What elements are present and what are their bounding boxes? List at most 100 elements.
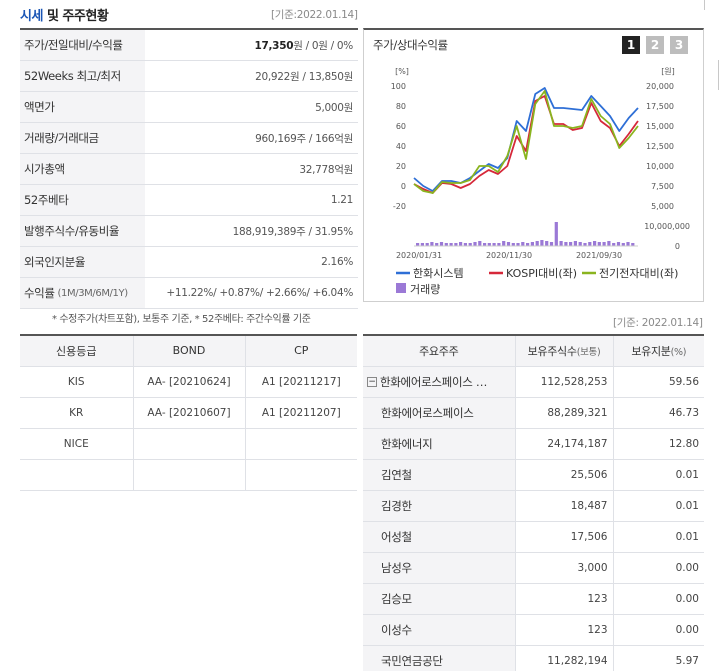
right-tick-label: 15,000 bbox=[646, 122, 674, 131]
holder-name-text: 김경한 bbox=[381, 498, 412, 513]
credit-cell: A1 [20211217] bbox=[244, 366, 357, 398]
chart-panel: [%] [원] 100 80 60 40 20 0 -20 20,000 17,500 15,000 1… bbox=[363, 28, 704, 302]
volume-bar bbox=[530, 242, 534, 246]
stat-value: 960,169주 / 166억원 bbox=[255, 132, 353, 145]
chart-tab-1[interactable]: 1 bbox=[622, 36, 640, 54]
stat-row: 시가총액 32,778억원 bbox=[20, 154, 358, 185]
holder-shares: 24,174,187 bbox=[514, 428, 613, 460]
credit-cell bbox=[244, 428, 357, 460]
holder-name-text: 남성우 bbox=[381, 560, 412, 575]
holder-percent: 0.01 bbox=[612, 459, 704, 491]
stat-label: 거래량/거래대금 bbox=[20, 123, 145, 153]
volume-bar bbox=[559, 241, 563, 246]
volume-bar bbox=[607, 241, 611, 246]
volume-bar bbox=[593, 241, 597, 246]
legend-label: 한화시스템 bbox=[413, 267, 464, 280]
volume-bar bbox=[612, 243, 616, 246]
volume-bar bbox=[554, 222, 558, 246]
volume-bar bbox=[483, 243, 487, 246]
right-tick-label: 7,500 bbox=[651, 182, 674, 191]
volume-bar bbox=[473, 242, 477, 246]
legend-label: KOSPI대비(좌) bbox=[506, 267, 577, 280]
holder-row: 한화에너지 24,174,187 12.80 bbox=[363, 428, 704, 460]
series-line-1 bbox=[413, 87, 639, 192]
holder-name-text: 김연철 bbox=[381, 467, 412, 482]
stat-row: 액면가 5,000원 bbox=[20, 92, 358, 123]
left-axis-unit: [%] bbox=[395, 67, 409, 76]
left-tick-label: -20 bbox=[393, 202, 406, 211]
chart-tab-3[interactable]: 3 bbox=[670, 36, 688, 54]
title-rest: 및 주주현황 bbox=[42, 9, 109, 24]
volume-bar bbox=[468, 243, 472, 246]
divider bbox=[704, 0, 723, 10]
stat-label-sub: (1M/3M/6M/1Y) bbox=[57, 287, 129, 299]
stat-label: 외국인지분율 bbox=[20, 247, 145, 277]
credit-row: NICE bbox=[20, 428, 357, 460]
holder-shares: 17,506 bbox=[514, 521, 613, 553]
price-chart: [%] [원] 100 80 60 40 20 0 -20 20,000 17,500 15,000 1… bbox=[391, 67, 690, 296]
chart-title: 주가/상대수익률 bbox=[373, 38, 448, 52]
holder-name[interactable]: − 한화에어로스페이스 … bbox=[363, 366, 515, 398]
holder-name: 어성철 bbox=[363, 521, 515, 553]
volume-bar bbox=[540, 240, 544, 246]
holders-header: 보유지분(%) bbox=[612, 335, 704, 367]
volume-bar bbox=[459, 242, 463, 246]
volume-bar bbox=[588, 242, 592, 246]
volume-bar bbox=[549, 242, 554, 246]
volume-bar bbox=[511, 243, 515, 246]
credit-row: KR AA- [20210607] A1 [20211207] bbox=[20, 397, 357, 429]
volume-bar bbox=[444, 243, 448, 246]
holders-header-label: 보유주식수 bbox=[527, 344, 577, 358]
divider bbox=[718, 60, 719, 90]
holder-row: − 한화에어로스페이스 … 112,528,253 59.56 bbox=[363, 366, 704, 398]
holder-name-text: 한화에어로스페이스 … bbox=[380, 374, 488, 389]
volume-bar bbox=[439, 242, 444, 246]
volume-bar bbox=[597, 242, 601, 246]
holders-header: 주요주주 bbox=[363, 335, 515, 367]
holder-name-text: 김승모 bbox=[381, 591, 412, 606]
holder-name: 한화에너지 bbox=[363, 428, 515, 460]
footnote: * 수정주가(차트포함), 보통주 기준, * 52주베타: 주간수익률 기준 bbox=[52, 314, 311, 325]
holder-shares: 3,000 bbox=[514, 552, 613, 584]
holder-shares: 123 bbox=[514, 583, 613, 615]
stat-value: +11.22%/ +0.87%/ +2.66%/ +6.04% bbox=[166, 287, 353, 299]
stat-label-text: 액면가 bbox=[24, 100, 55, 114]
stat-label-text: 52Weeks 최고/최저 bbox=[24, 69, 121, 83]
holder-row: 김경한 18,487 0.01 bbox=[363, 490, 704, 522]
volume-bar bbox=[463, 243, 467, 246]
holder-row: 국민연금공단 11,282,194 5.97 bbox=[363, 645, 704, 671]
chart-tab-2[interactable]: 2 bbox=[646, 36, 664, 54]
right-axis-unit: [원] bbox=[661, 67, 675, 76]
holder-shares: 123 bbox=[514, 614, 613, 646]
credit-cell bbox=[132, 428, 245, 460]
stat-row: 주가/전일대비/수익률 17,350원 / 0원 / 0% bbox=[20, 30, 358, 61]
holder-percent: 46.73 bbox=[612, 397, 704, 429]
volume-bar bbox=[449, 243, 453, 246]
stat-label: 수익률 (1M/3M/6M/1Y) bbox=[20, 278, 145, 308]
stat-row: 52주베타 1.21 bbox=[20, 185, 358, 216]
stat-label-text: 시가총액 bbox=[24, 162, 65, 176]
holder-name-text: 국민연금공단 bbox=[381, 653, 443, 668]
credit-cell: NICE bbox=[20, 428, 133, 460]
right-tick-label: 17,500 bbox=[646, 102, 674, 111]
volume-bar bbox=[516, 243, 520, 246]
right-tick-label: 5,000 bbox=[651, 202, 674, 211]
credit-cell: AA- [20210624] bbox=[132, 366, 245, 398]
stat-row: 외국인지분율 2.16% bbox=[20, 247, 358, 278]
stat-label: 52Weeks 최고/최저 bbox=[20, 61, 145, 91]
volume-bar bbox=[454, 243, 458, 246]
stat-label-text: 외국인지분율 bbox=[24, 255, 86, 269]
collapse-toggle-icon[interactable]: − bbox=[367, 377, 377, 387]
holder-name: 남성우 bbox=[363, 552, 515, 584]
left-tick-label: 80 bbox=[396, 102, 406, 111]
holder-percent: 59.56 bbox=[612, 366, 704, 398]
stat-value: 32,778억원 bbox=[299, 163, 353, 176]
left-tick-label: 60 bbox=[396, 122, 406, 131]
stat-row: 52Weeks 최고/최저 20,922원 / 13,850원 bbox=[20, 61, 358, 92]
volume-bar bbox=[573, 241, 577, 246]
price-value: 17,350 bbox=[254, 39, 294, 52]
volume-bar bbox=[616, 242, 621, 246]
x-tick-label: 2021/09/30 bbox=[576, 251, 622, 260]
holder-name: 김경한 bbox=[363, 490, 515, 522]
holder-name: 한화에어로스페이스 bbox=[363, 397, 515, 429]
